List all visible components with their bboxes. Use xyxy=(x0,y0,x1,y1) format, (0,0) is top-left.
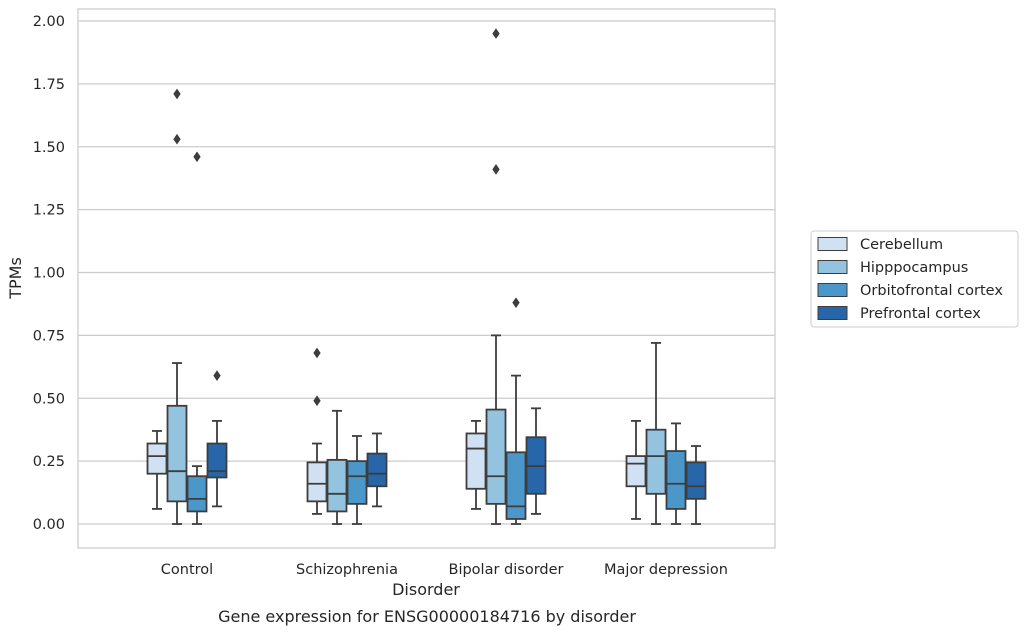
y-tick-label: 0.50 xyxy=(33,391,65,407)
legend-frame xyxy=(810,230,1019,328)
outlier-point xyxy=(173,88,181,100)
box-iqr xyxy=(346,460,368,505)
outlier-point xyxy=(512,297,520,309)
box-hipppocampus xyxy=(166,88,188,525)
box-series xyxy=(146,28,707,525)
figure-caption: Gene expression for ENSG00000184716 by d… xyxy=(218,607,636,626)
box-prefrontal-cortex xyxy=(525,407,547,515)
legend-swatch xyxy=(817,283,848,297)
box-cerebellum xyxy=(146,430,168,510)
box-orbitofrontal-cortex xyxy=(665,422,687,525)
box-iqr xyxy=(685,461,707,500)
outlier-point xyxy=(313,347,321,359)
box-iqr xyxy=(505,451,527,520)
y-tick-labels: 0.00 0.25 0.50 0.75 1.00 1.25 1.50 1.75 2.00 xyxy=(33,14,65,533)
legend-swatch xyxy=(817,260,848,274)
y-tick-label: 2.00 xyxy=(33,14,65,30)
x-tick-labels: Control Schizophrenia Bipolar disorder Majo… xyxy=(161,562,728,578)
legend-label: Prefrontal cortex xyxy=(860,306,981,322)
y-axis-label: TPMs xyxy=(6,257,25,300)
y-tick-label: 1.50 xyxy=(33,140,65,156)
box-cerebellum xyxy=(465,419,487,510)
outlier-point xyxy=(492,164,500,175)
box-prefrontal-cortex xyxy=(206,370,228,508)
legend-label: Cerebellum xyxy=(860,237,943,253)
box-iqr xyxy=(306,461,328,503)
box-orbitofrontal-cortex xyxy=(346,435,368,525)
box-iqr xyxy=(326,458,348,513)
box-iqr xyxy=(665,450,687,510)
outlier-point xyxy=(492,28,500,39)
outlier-point xyxy=(213,370,221,381)
legend-label: Hipppocampus xyxy=(860,260,968,276)
box-iqr xyxy=(645,428,667,495)
box-iqr xyxy=(146,442,168,475)
box-iqr xyxy=(186,475,208,513)
box-hipppocampus xyxy=(485,28,507,525)
box-prefrontal-cortex xyxy=(366,432,388,508)
y-tick-label: 0.00 xyxy=(33,517,65,533)
x-axis-label: Disorder xyxy=(392,580,460,599)
box-prefrontal-cortex xyxy=(685,445,707,525)
box-orbitofrontal-cortex xyxy=(505,297,527,525)
box-iqr xyxy=(485,408,507,505)
legend-label: Orbitofrontal cortex xyxy=(860,283,1003,299)
box-iqr xyxy=(465,432,487,490)
x-tick-label: Schizophrenia xyxy=(296,562,398,578)
box-hipppocampus xyxy=(326,409,348,525)
x-tick-label: Major depression xyxy=(604,562,728,578)
y-tick-label: 0.25 xyxy=(33,454,65,470)
legend: Cerebellum Hipppocampus Orbitofrontal cort… xyxy=(810,230,1019,328)
x-tick-label: Control xyxy=(161,562,213,578)
box-hipppocampus xyxy=(645,342,667,525)
box-iqr xyxy=(166,404,188,503)
legend-item: Hipppocampus xyxy=(817,260,968,276)
y-tick-label: 0.75 xyxy=(33,328,65,344)
box-iqr xyxy=(366,452,388,488)
box-iqr xyxy=(625,455,647,488)
legend-swatch xyxy=(817,306,848,320)
box-orbitofrontal-cortex xyxy=(186,151,208,525)
box-cerebellum xyxy=(306,347,328,515)
legend-swatch xyxy=(817,237,848,251)
x-tick-label: Bipolar disorder xyxy=(449,562,564,578)
outlier-point xyxy=(313,395,321,407)
legend-item: Cerebellum xyxy=(817,237,943,253)
y-tick-label: 1.25 xyxy=(33,203,65,219)
legend-item: Prefrontal cortex xyxy=(817,306,981,322)
outlier-point xyxy=(193,151,201,163)
plot-frame xyxy=(77,8,776,549)
box-cerebellum xyxy=(625,419,647,520)
y-tick-label: 1.00 xyxy=(33,266,65,282)
outlier-point xyxy=(173,133,181,145)
y-tick-label: 1.75 xyxy=(33,77,65,93)
legend-item: Orbitofrontal cortex xyxy=(817,283,1003,299)
box-iqr xyxy=(206,442,228,479)
